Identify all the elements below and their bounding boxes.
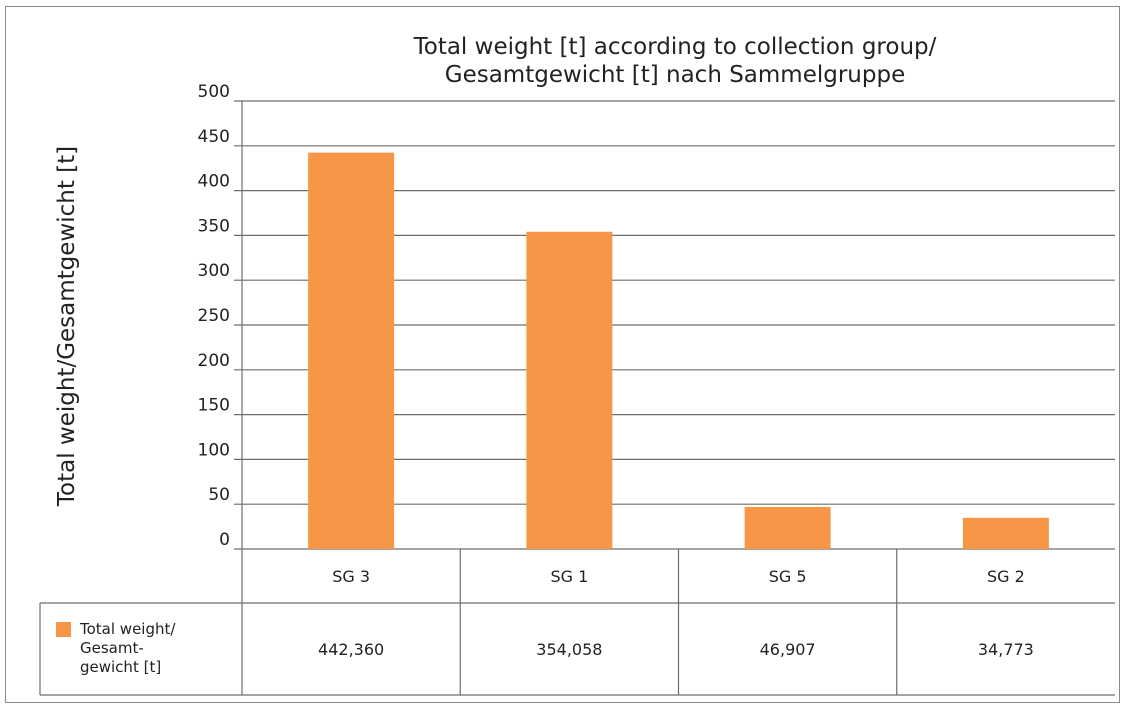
data-value-label: 354,058 bbox=[536, 640, 602, 659]
chart-subtitle: Gesamtgewicht [t] nach Sammelgruppe bbox=[444, 62, 906, 88]
y-tick-label: 200 bbox=[198, 351, 230, 371]
chart-frame bbox=[5, 6, 1120, 703]
y-tick-label: 250 bbox=[198, 306, 230, 326]
x-category-label: SG 1 bbox=[550, 567, 588, 586]
legend-label-line: gewicht [t] bbox=[80, 658, 162, 676]
x-category-label: SG 2 bbox=[987, 567, 1025, 586]
legend-label: Total weight/ Gesamt- gewicht [t] bbox=[80, 620, 230, 677]
bar bbox=[744, 506, 831, 549]
y-tick-label: 100 bbox=[198, 440, 230, 460]
bar bbox=[526, 231, 613, 549]
bar bbox=[308, 152, 395, 549]
y-tick-label: 350 bbox=[198, 216, 230, 236]
y-tick-label: 50 bbox=[208, 485, 230, 505]
y-tick-label: 500 bbox=[198, 82, 230, 102]
legend-swatch bbox=[56, 622, 71, 637]
y-tick-label: 400 bbox=[198, 172, 230, 192]
legend-label-line: Total weight/ bbox=[80, 620, 176, 638]
y-tick-label: 150 bbox=[198, 396, 230, 416]
x-category-label: SG 3 bbox=[332, 567, 370, 586]
y-tick-label: 300 bbox=[198, 261, 230, 281]
x-category-label: SG 5 bbox=[769, 567, 807, 586]
bar bbox=[962, 517, 1049, 549]
chart-title: Total weight [t] according to collection… bbox=[413, 34, 937, 60]
legend-label-line: Gesamt- bbox=[80, 639, 144, 657]
y-tick-label: 0 bbox=[219, 530, 230, 550]
data-value-label: 442,360 bbox=[318, 640, 384, 659]
y-tick-label: 450 bbox=[198, 127, 230, 147]
data-value-label: 34,773 bbox=[978, 640, 1034, 659]
data-value-label: 46,907 bbox=[760, 640, 816, 659]
